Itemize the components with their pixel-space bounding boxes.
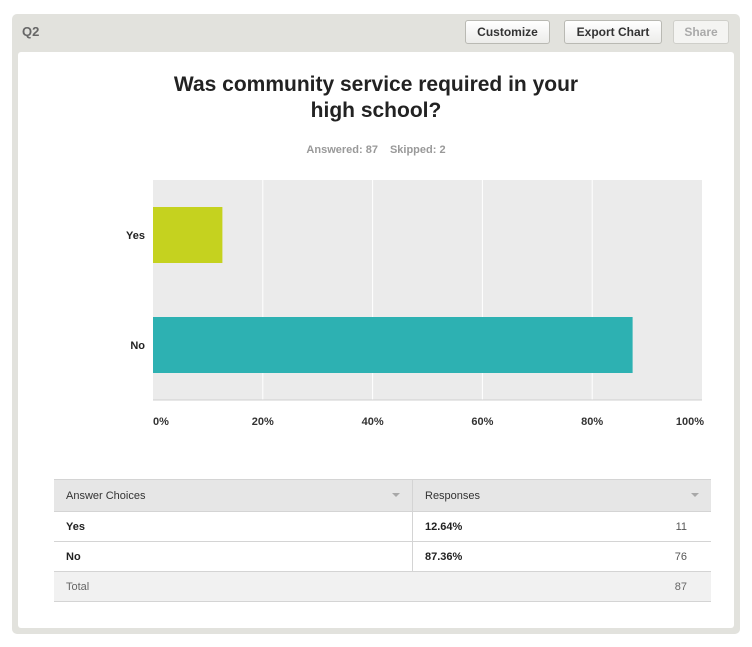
- column-header-label: Responses: [425, 489, 481, 502]
- table-row: Yes 12.64% 11: [54, 511, 711, 542]
- response-count: 76: [585, 541, 711, 572]
- answer-choice: Yes: [54, 511, 413, 542]
- bar-no: [153, 317, 633, 373]
- bar-chart: 0% 20% 40% 60% 80% 100% Yes No: [126, 180, 704, 428]
- question-number: Q2: [22, 24, 40, 39]
- x-tick-label: 80%: [581, 416, 603, 428]
- bar-yes: [153, 207, 223, 263]
- response-stats: Answered: 87 Skipped: 2: [18, 144, 734, 156]
- export-chart-button[interactable]: Export Chart: [564, 20, 662, 44]
- sort-caret-icon[interactable]: [392, 493, 400, 497]
- skipped-count: Skipped: 2: [389, 144, 446, 156]
- x-tick-label: 60%: [471, 416, 493, 428]
- x-tick-label: 0%: [153, 416, 169, 428]
- column-header-responses[interactable]: Responses: [412, 479, 711, 512]
- x-tick-label: 20%: [252, 416, 274, 428]
- customize-button[interactable]: Customize: [465, 20, 550, 44]
- table-header-row: Answer Choices Responses: [54, 479, 711, 512]
- table-total-row: Total 87: [54, 571, 711, 602]
- response-percent: 87.36%: [412, 541, 586, 572]
- response-percent: 12.64%: [412, 511, 586, 542]
- y-category-label: No: [130, 340, 145, 352]
- question-panel: Q2 Customize Export Chart Share Was comm…: [12, 14, 740, 634]
- question-title-line1: Was community service required in your: [173, 73, 579, 96]
- column-header-label: Answer Choices: [66, 489, 146, 502]
- total-label: Total: [54, 571, 413, 602]
- sort-caret-icon[interactable]: [691, 493, 699, 497]
- share-button[interactable]: Share: [673, 20, 729, 44]
- total-spacer: [412, 571, 586, 602]
- response-count: 11: [585, 511, 711, 542]
- total-count: 87: [585, 571, 711, 602]
- x-tick-label: 40%: [362, 416, 384, 428]
- question-title: Was community service required in your h…: [18, 72, 734, 124]
- answered-count: Answered: 87: [306, 144, 378, 156]
- x-tick-label: 100%: [676, 416, 704, 428]
- question-title-line2: high school?: [310, 99, 442, 122]
- responses-table: Answer Choices Responses Yes 12.64% 11: [54, 479, 711, 602]
- column-header-answer-choices[interactable]: Answer Choices: [54, 479, 413, 512]
- y-category-label: Yes: [126, 230, 145, 242]
- chart-card: Was community service required in your h…: [18, 52, 734, 628]
- table-row: No 87.36% 76: [54, 541, 711, 572]
- answer-choice: No: [54, 541, 413, 572]
